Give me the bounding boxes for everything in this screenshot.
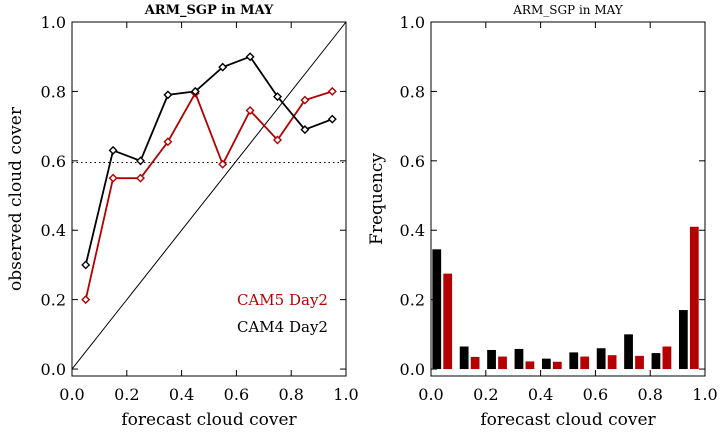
bar-cam5-day2 xyxy=(525,361,535,370)
bar-chart-data xyxy=(432,226,699,370)
line-chart-x-tick-label: 0.0 xyxy=(59,385,84,404)
bar-chart-x-tick-label: 0.0 xyxy=(418,385,443,404)
line-chart-x-label: forecast cloud cover xyxy=(121,410,297,430)
line-chart-plot-area xyxy=(71,21,347,377)
bar-chart-plot-area xyxy=(430,21,706,377)
legend-cam4-day2: CAM4 Day2 xyxy=(237,318,328,336)
line-chart-y-axis: 0.0 0.2 0.4 0.6 0.8 1.0 xyxy=(41,13,346,379)
bar-cam5-day2 xyxy=(607,355,617,370)
bar-cam4-day2 xyxy=(432,249,442,370)
line-chart-y-tick-label: 0.6 xyxy=(41,152,66,171)
bar-chart-x-tick-label: 0.8 xyxy=(637,385,662,404)
line-chart-x-tick-label: 0.8 xyxy=(278,385,303,404)
line-chart-data xyxy=(71,21,347,370)
line-chart-panel: ARM_SGP in MAY 0.0 0.2 0.4 0.6 0.8 1.0 0.0 0.2… xyxy=(6,3,359,430)
bar-chart-x-tick-label: 0.4 xyxy=(528,385,553,404)
bar-chart-title: ARM_SGP in MAY xyxy=(512,3,624,17)
data-point-cam4-day2 xyxy=(327,114,337,124)
data-point-cam4-day2 xyxy=(81,260,91,270)
series-line-cam4-day2 xyxy=(84,55,333,266)
line-chart-y-label: observed cloud cover xyxy=(6,106,26,291)
line-chart-x-axis: 0.0 0.2 0.4 0.6 0.8 1.0 xyxy=(59,22,359,404)
data-point-cam4-day2 xyxy=(273,92,282,102)
data-point-cam4-day2 xyxy=(136,156,145,166)
bar-chart-x-tick-label: 0.6 xyxy=(583,385,608,404)
bar-chart-y-tick-label: 0.4 xyxy=(400,221,425,240)
data-point-cam5-day2 xyxy=(245,106,255,115)
bar-chart-y-tick-label: 0.6 xyxy=(400,152,425,171)
bar-cam4-day2 xyxy=(514,348,524,370)
line-chart-x-tick-label: 0.2 xyxy=(114,385,139,404)
bar-chart-y-label: Frequency xyxy=(367,153,387,245)
bar-chart-y-tick-label: 0.8 xyxy=(400,82,425,101)
data-point-cam4-day2 xyxy=(190,86,200,96)
bar-chart-panel: ARM_SGP in MAY 0.0 0.2 0.4 0.6 0.8 1.0 0.0 0.2… xyxy=(367,3,718,430)
bar-chart-x-tick-label: 0.2 xyxy=(473,385,498,404)
one-to-one-reference-line xyxy=(71,21,347,370)
data-point-cam4-day2 xyxy=(300,125,310,135)
bar-cam4-day2 xyxy=(678,310,688,370)
bar-cam5-day2 xyxy=(552,361,562,370)
bar-chart-y-tick-label: 1.0 xyxy=(400,13,425,32)
bar-cam4-day2 xyxy=(459,346,469,370)
line-chart-x-tick-label: 0.6 xyxy=(224,385,249,404)
bar-chart-y-axis: 0.0 0.2 0.4 0.6 0.8 1.0 xyxy=(400,13,705,379)
bar-cam5-day2 xyxy=(498,356,507,370)
line-chart-y-tick-label: 0.0 xyxy=(41,360,66,379)
bar-cam4-day2 xyxy=(541,358,551,370)
data-point-cam5-day2 xyxy=(81,295,91,305)
bar-chart-x-axis: 0.0 0.2 0.4 0.6 0.8 1.0 xyxy=(418,22,718,404)
bar-chart-x-label: forecast cloud cover xyxy=(480,410,656,430)
data-point-cam5-day2 xyxy=(273,135,282,145)
bar-cam5-day2 xyxy=(689,226,699,370)
bar-cam4-day2 xyxy=(569,352,579,370)
data-point-cam5-day2 xyxy=(108,173,118,183)
bar-cam4-day2 xyxy=(651,353,661,370)
line-chart-y-tick-label: 1.0 xyxy=(41,13,66,32)
series-line-cam5-day2 xyxy=(84,90,333,300)
line-chart-y-tick-label: 0.8 xyxy=(41,82,66,101)
data-point-cam5-day2 xyxy=(136,173,145,183)
data-point-cam5-day2 xyxy=(163,137,173,147)
bar-chart-y-tick-label: 0.2 xyxy=(400,291,425,310)
line-chart-x-tick-label: 1.0 xyxy=(333,385,358,404)
data-point-cam5-day2 xyxy=(218,159,228,169)
bar-cam5-day2 xyxy=(443,273,453,370)
bar-cam5-day2 xyxy=(662,346,672,370)
data-point-cam5-day2 xyxy=(327,86,337,96)
line-chart-title: ARM_SGP in MAY xyxy=(144,3,274,18)
line-chart-y-tick-label: 0.4 xyxy=(41,221,66,240)
line-chart-x-tick-label: 0.4 xyxy=(169,385,194,404)
data-point-cam4-day2 xyxy=(163,90,173,100)
bar-cam5-day2 xyxy=(470,356,480,370)
data-point-cam4-day2 xyxy=(218,62,228,72)
bar-chart-y-tick-label: 0.0 xyxy=(400,360,425,379)
bar-cam5-day2 xyxy=(635,355,644,370)
bar-chart-x-tick-label: 1.0 xyxy=(692,385,717,404)
bar-cam4-day2 xyxy=(487,349,496,370)
bar-cam5-day2 xyxy=(580,356,590,370)
bar-cam4-day2 xyxy=(596,348,606,370)
data-point-cam4-day2 xyxy=(108,145,118,155)
legend-cam5-day2: CAM5 Day2 xyxy=(237,291,328,309)
bar-cam4-day2 xyxy=(624,334,633,370)
data-point-cam4-day2 xyxy=(245,52,255,62)
data-point-cam5-day2 xyxy=(300,95,310,105)
line-chart-y-tick-label: 0.2 xyxy=(41,291,66,310)
